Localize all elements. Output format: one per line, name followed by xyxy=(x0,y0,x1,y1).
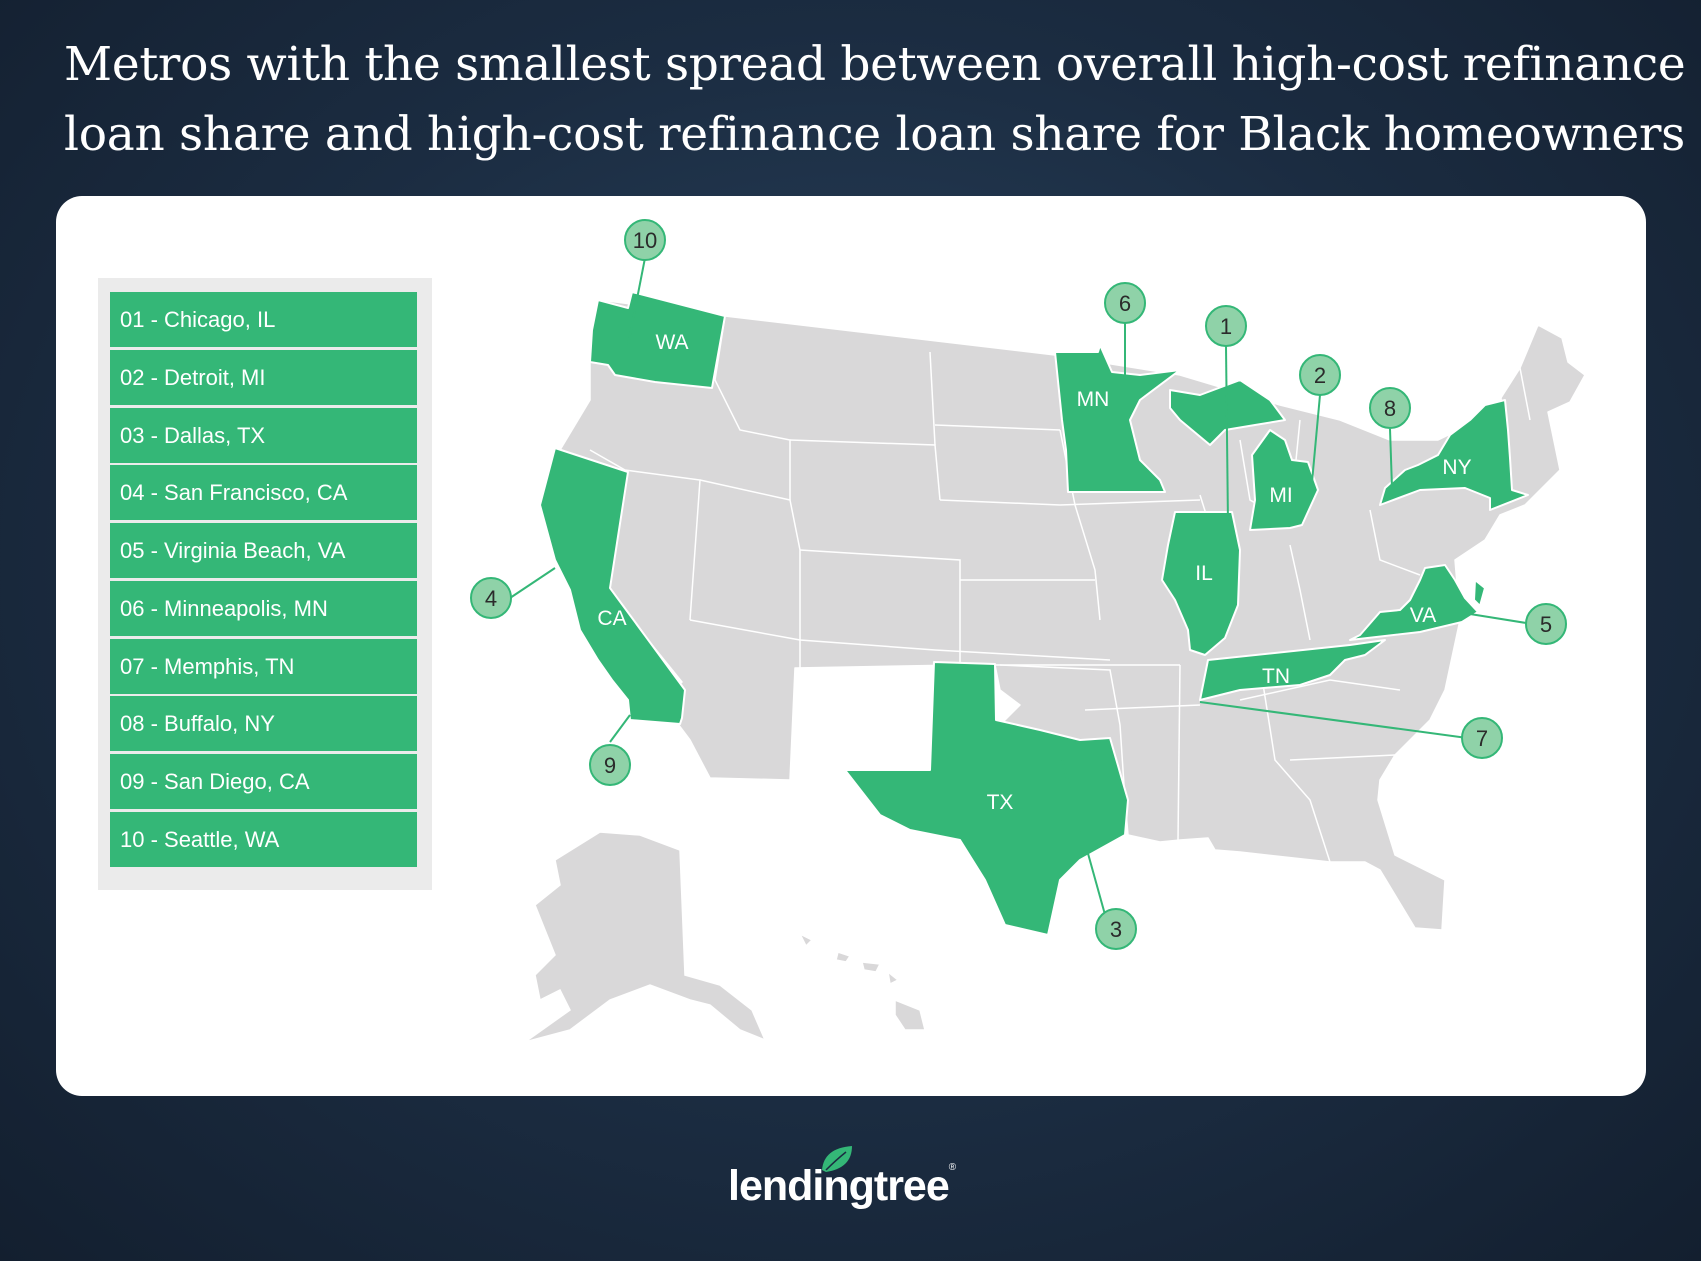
marker-3: 3 xyxy=(1095,908,1137,950)
logo-text: lendingtree® xyxy=(728,1162,956,1210)
state-tx xyxy=(844,661,1129,936)
legend-item: 07 - Memphis, TN xyxy=(110,639,417,694)
title-line-1: Metros with the smallest spread between … xyxy=(64,37,1686,92)
markers: 1 2 3 4 5 6 7 8 xyxy=(470,219,1567,950)
legend-item: 04 - San Francisco, CA xyxy=(110,465,417,520)
state-mn xyxy=(1054,344,1181,493)
leader-lines xyxy=(509,257,1546,948)
legend-item: 02 - Detroit, MI xyxy=(110,350,417,405)
title-line-2: loan share and high-cost refinance loan … xyxy=(64,107,1685,162)
legend-panel: 01 - Chicago, IL 02 - Detroit, MI 03 - D… xyxy=(98,278,432,890)
marker-5: 5 xyxy=(1525,603,1567,645)
state-label-il: IL xyxy=(1195,562,1213,585)
state-label-tn: TN xyxy=(1262,665,1290,688)
alaska-shape xyxy=(524,831,767,1043)
svg-text:5: 5 xyxy=(1540,612,1552,637)
marker-1: 1 xyxy=(1205,305,1247,347)
state-labels: WA CA TX MN IL MI NY VA TN xyxy=(597,331,1471,814)
leaf-icon xyxy=(822,1146,852,1172)
highlighted-states xyxy=(539,291,1529,936)
alaska-hawaii xyxy=(524,831,926,1043)
state-label-mn: MN xyxy=(1077,388,1110,411)
legend-item: 05 - Virginia Beach, VA xyxy=(110,523,417,578)
legend-item: 01 - Chicago, IL xyxy=(110,292,417,347)
state-label-va: VA xyxy=(1410,604,1436,627)
state-label-ny: NY xyxy=(1442,456,1471,479)
state-label-wa: WA xyxy=(655,331,688,354)
marker-8: 8 xyxy=(1369,387,1411,429)
state-ca xyxy=(539,447,686,725)
state-wa xyxy=(589,291,726,389)
svg-text:10: 10 xyxy=(633,228,657,253)
marker-4: 4 xyxy=(470,577,512,619)
svg-text:7: 7 xyxy=(1476,726,1488,751)
legend-item: 06 - Minneapolis, MN xyxy=(110,581,417,636)
contiguous-us-base xyxy=(544,299,1586,931)
state-label-ca: CA xyxy=(597,607,626,630)
state-label-tx: TX xyxy=(987,791,1014,814)
marker-6: 6 xyxy=(1104,282,1146,324)
hawaii-shape xyxy=(798,932,926,1031)
svg-text:3: 3 xyxy=(1110,917,1122,942)
marker-10: 10 xyxy=(624,219,666,261)
svg-text:6: 6 xyxy=(1119,291,1131,316)
marker-2: 2 xyxy=(1299,354,1341,396)
chart-title: Metros with the smallest spread between … xyxy=(64,30,1686,170)
svg-text:2: 2 xyxy=(1314,363,1326,388)
marker-7: 7 xyxy=(1461,717,1503,759)
legend-item: 09 - San Diego, CA xyxy=(110,754,417,809)
state-label-mi: MI xyxy=(1269,484,1292,507)
state-va xyxy=(1349,564,1486,641)
svg-text:1: 1 xyxy=(1220,314,1232,339)
legend-item: 03 - Dallas, TX xyxy=(110,408,417,463)
svg-text:9: 9 xyxy=(604,753,616,778)
state-tn xyxy=(1199,639,1386,701)
base-states xyxy=(544,299,1586,931)
state-il xyxy=(1161,511,1241,656)
svg-text:4: 4 xyxy=(485,586,497,611)
state-ny xyxy=(1379,399,1529,511)
legend-item: 08 - Buffalo, NY xyxy=(110,696,417,751)
legend-item: 10 - Seattle, WA xyxy=(110,812,417,867)
marker-9: 9 xyxy=(589,744,631,786)
svg-text:8: 8 xyxy=(1384,396,1396,421)
